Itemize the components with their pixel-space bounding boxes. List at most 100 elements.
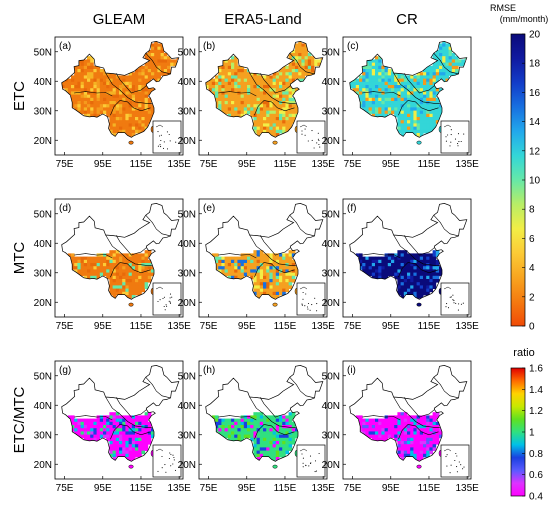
x-tick-label: 75E (200, 159, 218, 170)
zone-boundary (433, 52, 459, 75)
x-tick-label: 75E (56, 483, 74, 494)
map-panel-c: (c) 75E 95E 115E 135E 50N 40N 30N 20N (322, 36, 479, 170)
y-tick-label: 50N (322, 47, 340, 58)
y-tick-label: 30N (322, 106, 340, 117)
x-tick-label: 115E (130, 159, 153, 170)
column-titles: GLEAM ERA5-Land CR (93, 11, 418, 28)
rmse-colorbar-tick: 16 (529, 88, 541, 99)
map-panel-b: (b) 75E 95E 115E 135E 50N 40N 30N 20N (178, 36, 335, 170)
zone-boundary (289, 52, 315, 75)
x-tick-label: 115E (274, 159, 297, 170)
y-tick-label: 50N (178, 47, 196, 58)
zone-boundary (145, 52, 171, 75)
column-title-3: CR (396, 11, 418, 28)
x-tick-label: 135E (455, 483, 479, 494)
country-outline (349, 41, 468, 138)
y-tick-label: 50N (178, 371, 196, 382)
panel-fill (67, 412, 155, 461)
y-tick-label: 40N (322, 77, 340, 88)
panel-label: (i) (347, 365, 356, 376)
zone-boundary (393, 396, 441, 428)
rmse-colorbar-tick: 6 (529, 234, 535, 245)
map-panels: (a) 75E 95E 115E 135E 50N 40N 30N 20N (b) 75E 95E 11… (34, 36, 479, 494)
zone-boundary (254, 262, 295, 278)
y-tick-label: 50N (34, 47, 52, 58)
x-tick-label: 95E (94, 483, 112, 494)
y-tick-label: 30N (34, 430, 52, 441)
country-outline (349, 203, 468, 300)
ratio-colorbar-tick: 0.4 (529, 492, 543, 503)
ratio-colorbar-tick: 1.4 (529, 385, 543, 396)
y-tick-label: 40N (34, 239, 52, 250)
column-title-1: GLEAM (93, 11, 146, 28)
y-tick-label: 20N (34, 298, 52, 309)
ratio-colorbar-tick: 1.2 (529, 406, 543, 417)
y-tick-label: 50N (322, 209, 340, 220)
x-tick-label: 95E (238, 159, 256, 170)
zone-boundary (393, 72, 441, 104)
zone-boundary (218, 253, 257, 259)
x-tick-label: 135E (311, 483, 335, 494)
y-tick-label: 30N (322, 268, 340, 279)
x-tick-label: 135E (167, 483, 191, 494)
hainan-island (416, 140, 422, 145)
zone-boundary (254, 424, 295, 440)
zone-boundary (289, 214, 315, 237)
y-tick-label: 20N (178, 298, 196, 309)
y-tick-label: 30N (178, 106, 196, 117)
rmse-colorbar-tick: 18 (529, 59, 541, 70)
map-panel-a: (a) 75E 95E 115E 135E 50N 40N 30N 20N (34, 36, 191, 170)
hainan-island (272, 302, 278, 307)
y-tick-label: 40N (34, 401, 52, 412)
x-tick-label: 75E (200, 483, 218, 494)
zone-boundary (362, 415, 401, 421)
ratio-colorbar-tick: 1.6 (529, 364, 543, 375)
rmse-colorbar-tick: 14 (529, 117, 541, 128)
hainan-island (416, 302, 422, 307)
zone-boundary (145, 376, 171, 399)
ratio-colorbar-title: ratio (513, 347, 534, 359)
zone-boundary (105, 72, 153, 104)
zone-boundary (105, 396, 153, 428)
zone-boundary (398, 262, 439, 278)
column-title-2: ERA5-Land (224, 11, 302, 28)
panel-fill (355, 250, 443, 299)
zone-boundary (398, 424, 439, 440)
south-china-sea-inset (440, 282, 470, 316)
rmse-colorbar-tick: 10 (529, 176, 541, 187)
rmse-colorbar-tick: 8 (529, 205, 535, 216)
x-tick-label: 95E (238, 321, 256, 332)
x-tick-label: 95E (382, 321, 400, 332)
x-tick-label: 75E (56, 321, 74, 332)
ratio-colorbar-tick: 0.8 (529, 449, 543, 460)
zone-boundary (74, 415, 113, 421)
y-tick-label: 30N (34, 106, 52, 117)
zone-boundary (110, 262, 151, 278)
x-tick-label: 115E (130, 483, 153, 494)
y-tick-label: 50N (178, 209, 196, 220)
panel-label: (b) (203, 41, 215, 52)
hainan-island (128, 140, 134, 145)
y-tick-label: 30N (178, 268, 196, 279)
row-title-3: ETC/MTC (11, 387, 28, 454)
zone-boundary (259, 397, 291, 418)
zone-boundary (289, 376, 315, 399)
zone-boundary (74, 253, 113, 259)
x-tick-label: 75E (200, 321, 218, 332)
x-tick-label: 75E (56, 159, 74, 170)
zone-boundary (249, 72, 297, 104)
y-tick-label: 30N (178, 430, 196, 441)
map-panel-i: (i) 75E 95E 115E 135E 50N 40N 30N 20N (322, 360, 479, 494)
y-tick-label: 50N (322, 371, 340, 382)
y-tick-label: 50N (34, 371, 52, 382)
y-tick-label: 20N (178, 136, 196, 147)
country-outline (205, 41, 324, 138)
x-tick-label: 95E (382, 483, 400, 494)
zone-boundary (218, 91, 257, 97)
y-tick-label: 20N (322, 460, 340, 471)
hainan-island (128, 464, 134, 469)
hainan-island (272, 140, 278, 145)
y-tick-label: 20N (34, 460, 52, 471)
panel-fill (211, 412, 299, 461)
